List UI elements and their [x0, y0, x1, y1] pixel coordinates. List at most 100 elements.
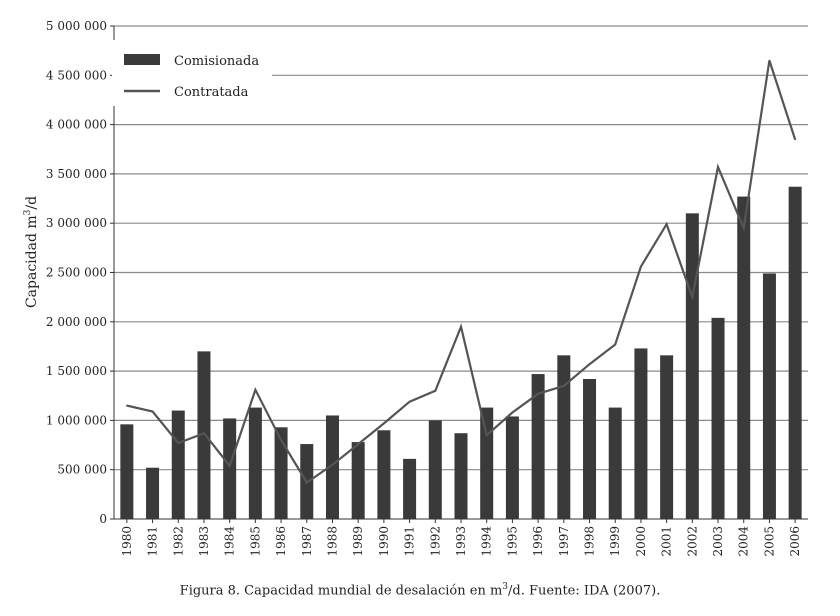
x-tick-label: 1983 — [197, 526, 211, 557]
bar-1991 — [403, 458, 417, 519]
y-axis-label: Capacidad m3/d — [23, 196, 40, 308]
x-tick-label: 1986 — [274, 526, 288, 557]
point-1983 — [203, 432, 205, 435]
x-tick-label: 1980 — [120, 526, 134, 557]
bar-1980 — [120, 424, 134, 519]
point-2001 — [665, 223, 668, 225]
x-tick-label: 1985 — [248, 526, 262, 557]
point-2000 — [640, 265, 642, 268]
point-1990 — [383, 422, 385, 425]
y-tick-label: 5 000 000 — [46, 19, 107, 33]
y-tick-label: 4 000 000 — [46, 118, 107, 132]
bar-1992 — [428, 420, 442, 519]
legend-label-contratada: Contratada — [174, 85, 249, 100]
x-tick-label: 1988 — [325, 526, 339, 557]
point-1999 — [614, 343, 617, 346]
bar-1998 — [583, 378, 597, 519]
x-tick-label: 1994 — [480, 526, 494, 557]
legend-label-comisionada: Comisionada — [174, 54, 259, 69]
point-1995 — [511, 411, 514, 414]
x-tick-label: 1989 — [351, 526, 365, 557]
point-1986 — [280, 439, 282, 441]
x-tick-label: 1984 — [223, 526, 237, 557]
bar-1988 — [325, 415, 339, 519]
bar-2003 — [711, 317, 725, 519]
x-tick-label: 2002 — [685, 526, 699, 557]
y-tick-label: 3 500 000 — [46, 167, 107, 181]
y-axis-label-sup: 3 — [23, 209, 33, 215]
x-tick-label: 2005 — [762, 526, 776, 557]
y-tick-label: 4 500 000 — [46, 68, 107, 82]
y-tick-label: 1 500 000 — [46, 364, 107, 378]
point-2004 — [742, 227, 745, 229]
bar-2005 — [762, 273, 776, 519]
bar-2002 — [685, 213, 699, 519]
bar-1994 — [480, 407, 494, 519]
y-axis-label-tail: /d — [24, 196, 40, 210]
x-tick-label: 2000 — [634, 526, 648, 557]
x-tick-label: 2003 — [711, 526, 725, 557]
caption-prefix: Figura 8. Capacidad mundial de desalació… — [179, 583, 503, 599]
point-1985 — [254, 389, 257, 391]
point-1982 — [177, 442, 180, 444]
y-tick-label: 2 000 000 — [46, 315, 107, 329]
x-tick-label: 1992 — [428, 526, 442, 557]
bar-1990 — [377, 430, 391, 519]
x-tick-label: 1987 — [300, 526, 314, 557]
point-1988 — [331, 463, 334, 466]
legend: Comisionada Contratada — [112, 40, 272, 106]
point-2005 — [768, 59, 771, 62]
y-tick-label: 2 500 000 — [46, 266, 107, 280]
x-tick-label: 1996 — [531, 526, 545, 557]
x-tick-label: 1997 — [557, 526, 571, 557]
x-tick-label: 2001 — [660, 526, 674, 557]
bar-1989 — [351, 442, 365, 519]
point-1987 — [305, 481, 308, 484]
y-axis-ticks: 0 500 000 1 000 000 1 500 000 2 000 000 2 500… — [46, 19, 114, 526]
point-1994 — [485, 434, 488, 436]
chart: 0 500 000 1 000 000 1 500 000 2 000 000 2 500… — [23, 19, 808, 557]
caption-sup: 3 — [502, 582, 509, 592]
bar-1996 — [531, 374, 545, 519]
point-1981 — [151, 410, 154, 413]
bar-1993 — [454, 433, 468, 519]
point-2002 — [691, 296, 694, 298]
bar-1984 — [223, 418, 237, 519]
point-1989 — [357, 443, 359, 445]
bars-comisionada — [120, 186, 802, 519]
bar-1982 — [171, 410, 185, 519]
bar-1983 — [197, 351, 211, 519]
y-tick-label: 500 000 — [57, 463, 107, 477]
bar-2004 — [737, 196, 751, 519]
y-axis-label-main: Capacidad m — [24, 215, 40, 308]
legend-swatch-comisionada — [124, 54, 160, 65]
point-2003 — [717, 166, 719, 168]
bar-1985 — [248, 407, 262, 519]
point-1984 — [228, 464, 231, 467]
point-2006 — [794, 138, 796, 141]
point-1980 — [126, 404, 128, 407]
point-1993 — [460, 325, 462, 328]
x-tick-label: 1995 — [505, 526, 519, 557]
x-axis-ticks: 1980 1981 1982 1983 1984 1985 1986 1987 1988 1989… — [120, 519, 802, 557]
x-tick-label: 1993 — [454, 526, 468, 557]
figure-caption: Figura 8. Capacidad mundial de desalació… — [0, 582, 840, 598]
x-tick-label: 1990 — [377, 526, 391, 557]
y-tick-label: 3 000 000 — [46, 216, 107, 230]
x-tick-label: 2006 — [788, 526, 802, 557]
line-contratada — [126, 59, 797, 485]
point-1996 — [537, 392, 539, 395]
x-tick-label: 1981 — [146, 526, 160, 557]
x-tick-label: 1998 — [583, 526, 597, 557]
y-tick-label: 1 000 000 — [46, 413, 107, 427]
x-tick-label: 2004 — [737, 526, 751, 557]
bar-1995 — [505, 416, 519, 519]
point-1991 — [408, 400, 411, 403]
bar-2000 — [634, 348, 648, 519]
legend-background — [112, 40, 272, 106]
bar-2001 — [660, 355, 674, 519]
x-tick-label: 1999 — [608, 526, 622, 557]
point-1998 — [588, 363, 591, 365]
bar-1986 — [274, 427, 288, 519]
bar-1997 — [557, 355, 571, 519]
